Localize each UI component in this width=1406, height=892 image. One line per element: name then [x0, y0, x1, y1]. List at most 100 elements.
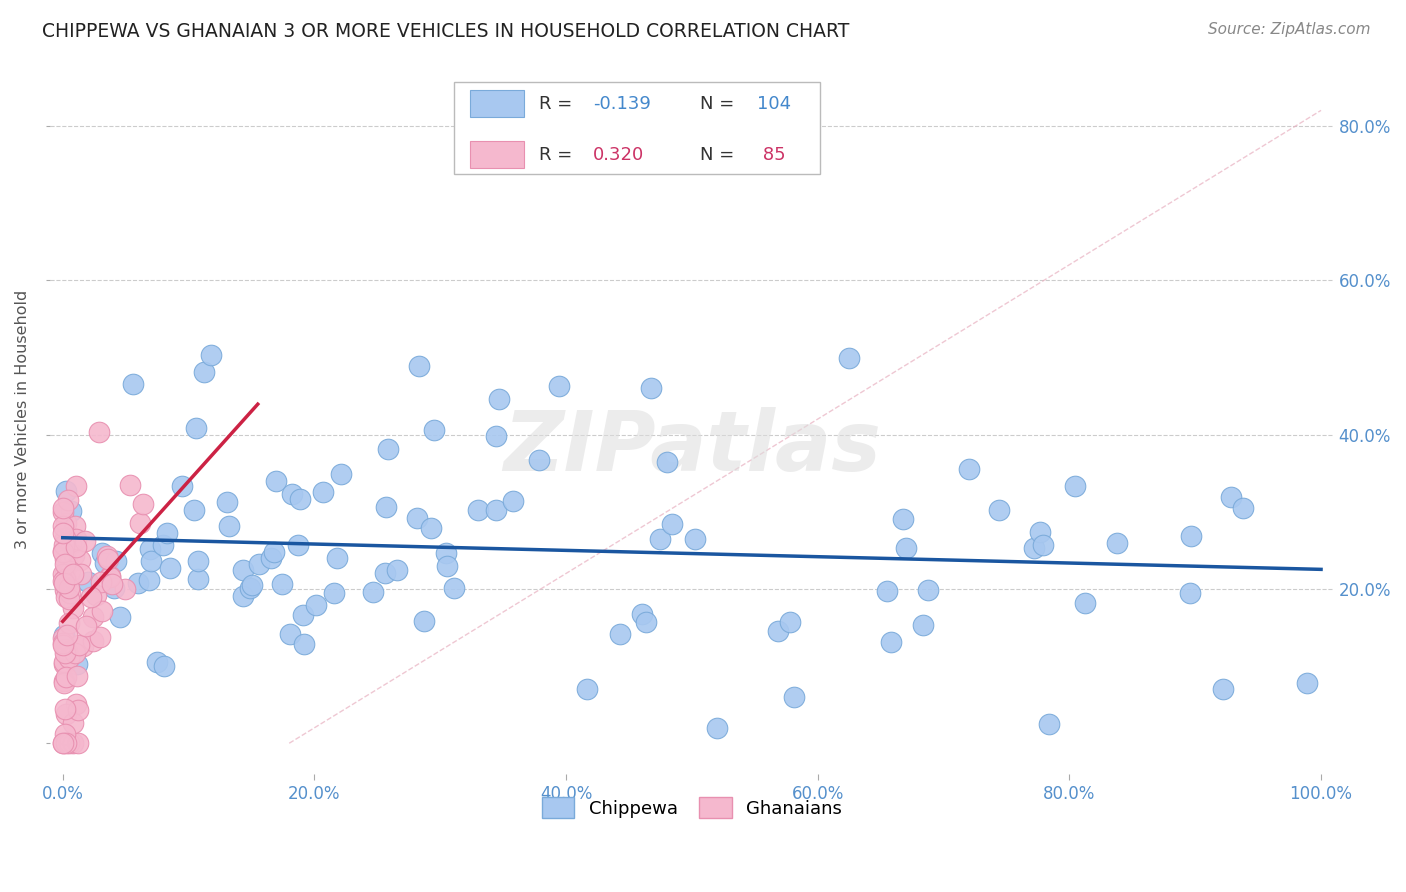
Point [53, 566, 76, 581]
Point [89, 630, 111, 644]
Point [650, 533, 672, 547]
Point [58, 582, 80, 596]
Point [1074, 596, 1097, 610]
Point [91, 604, 114, 618]
FancyBboxPatch shape [470, 90, 524, 118]
Point [132, 498, 155, 512]
Point [156, 525, 179, 540]
Point [183, 502, 205, 516]
Point [1032, 538, 1054, 552]
Point [58, 736, 80, 750]
Point [65, 479, 87, 493]
Point [385, 563, 408, 577]
Point [62, 736, 84, 750]
Point [80, 590, 103, 604]
Point [363, 585, 385, 599]
Point [838, 351, 860, 366]
Point [114, 582, 136, 597]
Point [408, 359, 430, 374]
Point [1038, 716, 1060, 731]
Point [260, 551, 283, 566]
Point [375, 500, 398, 515]
Point [288, 491, 311, 506]
Point [72, 640, 94, 654]
Text: R =: R = [538, 146, 578, 164]
Point [138, 573, 160, 587]
Point [65, 540, 87, 554]
Point [1232, 501, 1254, 516]
Point [58, 615, 80, 630]
Point [55, 646, 77, 660]
Point [768, 624, 790, 638]
Point [640, 381, 662, 395]
Point [218, 519, 240, 533]
Point [60, 537, 83, 551]
Text: ZIPatlas: ZIPatlas [503, 407, 880, 488]
Point [65, 532, 87, 546]
Point [187, 572, 209, 586]
Point [609, 627, 631, 641]
Text: N =: N = [700, 146, 740, 164]
Text: -0.139: -0.139 [593, 95, 651, 112]
Point [1022, 541, 1045, 556]
Point [103, 582, 125, 596]
Text: 0.320: 0.320 [593, 146, 644, 164]
Point [467, 503, 489, 517]
Point [232, 589, 254, 603]
Point [96, 549, 118, 563]
Point [98, 570, 121, 584]
Point [326, 551, 349, 566]
Point [485, 429, 508, 443]
Point [631, 607, 654, 622]
Point [59, 586, 82, 600]
Point [56, 492, 79, 507]
Point [82, 634, 104, 648]
Point [706, 721, 728, 735]
Point [547, 379, 569, 393]
Point [1064, 478, 1087, 492]
Point [69, 567, 91, 582]
Point [98, 569, 121, 583]
Point [52, 632, 75, 646]
Point [957, 462, 980, 476]
Point [101, 577, 124, 591]
Point [118, 477, 141, 491]
Point [55, 670, 77, 684]
Point [52, 567, 75, 582]
Point [779, 615, 801, 629]
Point [488, 392, 510, 406]
Point [66, 669, 89, 683]
Point [1178, 585, 1201, 599]
Point [1212, 682, 1234, 697]
Point [53, 580, 76, 594]
Point [891, 512, 914, 526]
Point [63, 549, 86, 563]
Point [263, 544, 285, 558]
Point [145, 656, 167, 670]
Text: 104: 104 [758, 95, 792, 112]
Point [53, 572, 76, 586]
Point [502, 494, 524, 508]
Text: Source: ZipAtlas.com: Source: ZipAtlas.com [1208, 22, 1371, 37]
FancyBboxPatch shape [470, 142, 524, 169]
Point [1220, 490, 1243, 504]
Point [121, 376, 143, 391]
Point [105, 554, 128, 568]
Point [52, 575, 75, 590]
Point [66, 657, 89, 672]
Point [423, 423, 446, 437]
Point [128, 516, 150, 530]
Point [90, 574, 112, 589]
Point [911, 618, 934, 632]
Point [52, 673, 75, 688]
Point [53, 583, 76, 598]
Point [63, 519, 86, 533]
Point [56, 557, 79, 571]
Point [53, 531, 76, 545]
Point [69, 553, 91, 567]
Point [240, 578, 263, 592]
Point [52, 519, 75, 533]
Point [52, 638, 75, 652]
Point [292, 637, 315, 651]
Text: 85: 85 [758, 146, 786, 164]
